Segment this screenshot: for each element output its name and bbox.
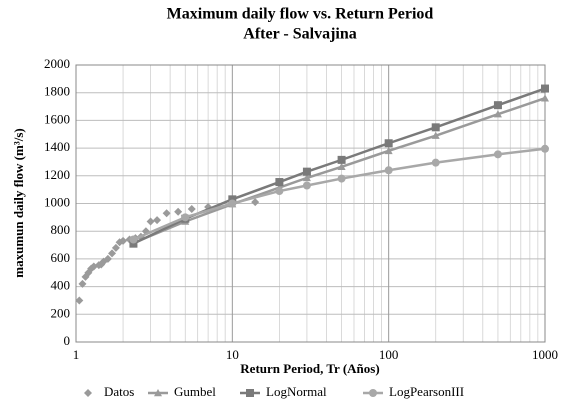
marker — [275, 178, 284, 187]
x-tick-label: 10 — [226, 347, 239, 362]
series-line — [132, 147, 546, 241]
legend-label: LogNormal — [266, 384, 327, 399]
marker — [541, 84, 549, 93]
x-tick-label: 1 — [73, 347, 80, 362]
marker — [337, 155, 346, 164]
y-tick-label: 1800 — [44, 84, 70, 99]
marker — [302, 181, 311, 190]
marker — [384, 146, 393, 155]
legend-marker — [246, 389, 254, 397]
marker — [302, 167, 311, 176]
marker — [187, 205, 196, 214]
marker — [431, 123, 440, 132]
x-axis-label: Return Period, Tr (Años) — [240, 361, 379, 376]
chart-title: Maximum daily flow vs. Return Period — [167, 6, 434, 23]
x-tick-label: 1000 — [532, 347, 558, 362]
x-tick-label: 100 — [379, 347, 399, 362]
marker — [541, 94, 549, 102]
legend-marker — [84, 389, 92, 397]
legend-marker — [154, 389, 162, 397]
marker — [493, 150, 502, 159]
y-tick-label: 600 — [51, 250, 71, 265]
plot-frame — [75, 64, 546, 343]
chart-subtitle: After - Salvajina — [243, 26, 356, 43]
marker — [174, 207, 183, 216]
marker — [119, 236, 128, 245]
marker — [302, 173, 311, 182]
marker — [493, 101, 502, 110]
marker — [111, 243, 120, 252]
marker — [384, 139, 393, 148]
marker — [162, 209, 171, 218]
legend-label: Datos — [104, 384, 134, 399]
marker — [181, 213, 190, 222]
marker — [431, 158, 440, 167]
marker — [384, 166, 393, 175]
marker — [153, 216, 162, 225]
marker — [431, 131, 440, 139]
marker — [75, 296, 84, 305]
marker — [275, 187, 284, 196]
y-tick-label: 1200 — [44, 167, 70, 182]
y-tick-label: 2000 — [44, 56, 70, 71]
y-axis-label: maxumun daily flow (m³/s) — [11, 128, 26, 277]
marker — [337, 162, 346, 170]
y-tick-label: 0 — [64, 333, 71, 348]
legend-label: Gumbel — [174, 384, 216, 399]
y-tick-label: 800 — [51, 222, 71, 237]
series-line — [132, 97, 546, 245]
y-tick-label: 1000 — [44, 194, 70, 209]
marker — [228, 199, 237, 208]
marker — [103, 254, 112, 263]
marker — [493, 110, 502, 118]
y-tick-label: 1600 — [44, 111, 70, 126]
marker — [108, 249, 117, 258]
series-line — [132, 87, 546, 245]
legend-marker — [369, 389, 377, 397]
marker — [228, 195, 237, 204]
marker — [129, 235, 138, 244]
marker — [541, 144, 549, 153]
marker — [251, 198, 260, 207]
marker — [337, 174, 346, 183]
y-tick-label: 1400 — [44, 139, 70, 154]
y-tick-label: 400 — [51, 278, 71, 293]
marker — [146, 217, 155, 226]
y-tick-label: 200 — [51, 305, 71, 320]
marker — [129, 239, 138, 248]
marker — [78, 279, 87, 288]
legend-label: LogPearsonIII — [389, 384, 464, 399]
